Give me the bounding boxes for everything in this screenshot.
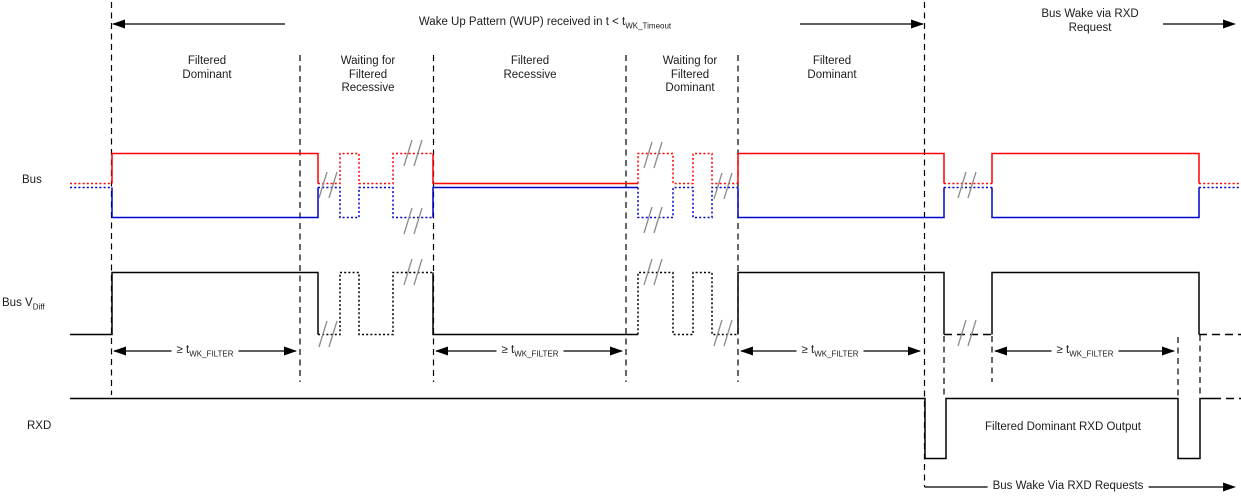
black-waveform xyxy=(432,272,638,336)
twk-filter-subscript-3: WK_FILTER xyxy=(814,349,859,359)
break-mark xyxy=(413,207,423,235)
bus-canl-waveform xyxy=(432,186,638,218)
black-waveform xyxy=(991,271,1200,335)
left-arrowhead xyxy=(740,346,753,356)
break-mark xyxy=(723,172,733,200)
break-mark xyxy=(957,319,967,347)
bus-canl-waveform xyxy=(737,187,945,219)
bus-canl-waveform xyxy=(111,187,319,219)
break-mark xyxy=(643,141,653,169)
twk-filter-label-2: ≥ tWK_FILTER xyxy=(496,344,564,359)
break-mark xyxy=(967,171,977,199)
bus-canl-waveform xyxy=(991,187,1200,219)
right-arrowhead xyxy=(1223,19,1236,29)
black-waveform xyxy=(637,271,738,336)
break-mark xyxy=(318,320,328,348)
right-arrowhead xyxy=(284,346,297,356)
break-mark xyxy=(643,258,653,286)
twk-filter-label-4: ≥ tWK_FILTER xyxy=(1051,344,1119,359)
wup-annotation: Wake Up Pattern (WUP) received in t < tW… xyxy=(419,16,671,30)
right-arrowhead xyxy=(610,346,623,356)
twk-filter-text-1: ≥ t xyxy=(176,344,190,356)
bus-canl-waveform xyxy=(318,186,433,219)
black-waveform xyxy=(70,271,319,336)
twk-filter-text-2: ≥ t xyxy=(501,344,515,356)
break-mark xyxy=(413,258,423,286)
bus-canh-waveform xyxy=(318,152,433,185)
black-waveform xyxy=(737,271,945,335)
bus-wake-request-label: Bus Wake via RXD Request xyxy=(1041,8,1139,34)
region-label-waiting-filtered-dominant: Waiting for Filtered Dominant xyxy=(662,55,718,94)
bus-canh-waveform xyxy=(737,152,945,184)
break-mark xyxy=(328,320,338,348)
twk-filter-label-3: ≥ tWK_FILTER xyxy=(796,344,864,359)
twk-filter-subscript-4: WK_FILTER xyxy=(1069,349,1114,359)
bus-canh-waveform xyxy=(637,152,738,185)
bus-canl-waveform xyxy=(637,186,738,219)
break-mark xyxy=(403,258,413,286)
region-label-filtered-recessive: Filtered Recessive xyxy=(503,55,557,81)
twk-filter-label-1: ≥ tWK_FILTER xyxy=(171,344,239,359)
break-mark xyxy=(643,206,653,234)
bus-vdiff-subscript: Diff xyxy=(32,302,45,312)
left-arrowhead xyxy=(113,346,126,356)
break-mark xyxy=(713,172,723,200)
break-mark xyxy=(653,258,663,286)
signal-label-bus: Bus xyxy=(22,174,42,186)
break-mark xyxy=(328,171,338,199)
break-mark xyxy=(403,139,413,167)
black-waveform xyxy=(70,397,1213,460)
right-arrowhead xyxy=(1223,482,1236,492)
break-mark xyxy=(967,319,977,347)
left-arrowhead xyxy=(112,19,125,29)
break-mark xyxy=(653,141,663,169)
twk-filter-subscript-1: WK_FILTER xyxy=(189,349,234,359)
wup-subscript: WK_Timeout xyxy=(625,21,672,31)
right-arrowhead xyxy=(1162,346,1175,356)
break-mark xyxy=(653,206,663,234)
right-arrowhead xyxy=(911,19,924,29)
rxd-output-label: Filtered Dominant RXD Output xyxy=(985,421,1141,433)
left-arrowhead xyxy=(435,346,448,356)
region-label-filtered-dominant-2: Filtered Dominant xyxy=(807,55,857,81)
signal-label-rxd: RXD xyxy=(27,420,52,432)
right-arrowhead xyxy=(908,346,921,356)
bus-canh-waveform xyxy=(111,152,319,184)
bus-canh-waveform xyxy=(991,152,1200,184)
signal-label-bus-vdiff: Bus VDiff xyxy=(2,297,45,311)
break-mark xyxy=(413,139,423,167)
break-mark xyxy=(713,319,723,347)
break-mark xyxy=(318,171,328,199)
bus-canh-waveform xyxy=(432,153,638,185)
bus-vdiff-text: Bus V xyxy=(2,297,33,309)
bus-wake-requests-label: Bus Wake Via RXD Requests xyxy=(987,480,1149,494)
break-mark xyxy=(403,207,413,235)
twk-filter-text-4: ≥ t xyxy=(1056,344,1070,356)
wup-text: Wake Up Pattern (WUP) received in t < t xyxy=(418,16,626,28)
twk-filter-subscript-2: WK_FILTER xyxy=(514,349,559,359)
region-label-filtered-dominant-1: Filtered Dominant xyxy=(182,55,232,81)
break-mark xyxy=(957,171,967,199)
region-label-waiting-filtered-recessive: Waiting for Filtered Recessive xyxy=(340,55,396,94)
break-mark xyxy=(723,319,733,347)
twk-filter-text-3: ≥ t xyxy=(801,344,815,356)
left-arrowhead xyxy=(994,346,1007,356)
